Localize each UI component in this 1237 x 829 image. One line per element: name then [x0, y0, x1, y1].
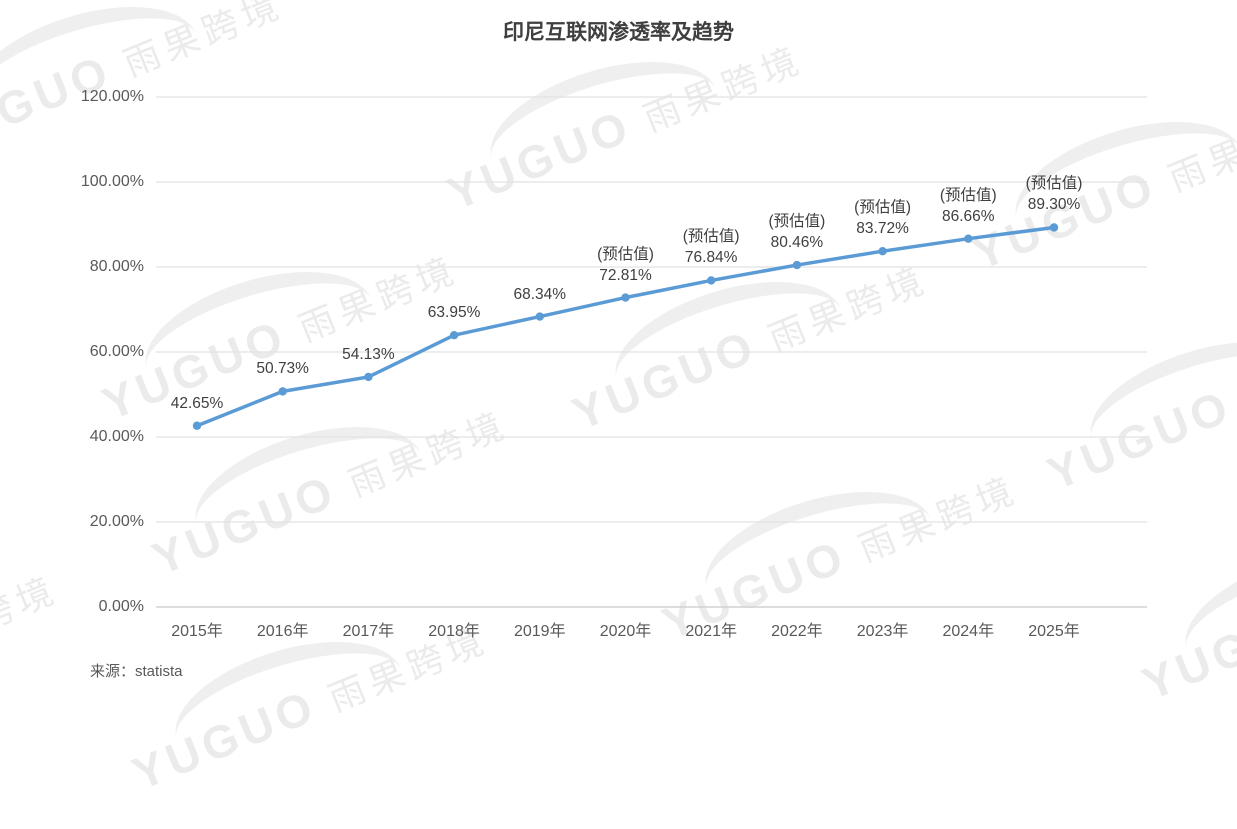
data-point-marker — [535, 312, 544, 321]
data-point-marker — [449, 331, 459, 340]
line-chart-plot — [156, 96, 1147, 608]
data-point-marker — [364, 372, 373, 382]
chart-title: 印尼互联网渗透率及趋势 — [503, 21, 734, 44]
data-point-marker — [621, 293, 630, 302]
chart-page: YUGUO雨果跨境 YUGUO雨果跨境 YUGUO雨果跨境 YUGUO雨果跨境 YUGU… — [0, 0, 1237, 800]
data-point-marker — [792, 260, 802, 270]
data-point-marker — [1049, 223, 1059, 232]
source-note: 来源：statista — [90, 663, 183, 680]
data-point-marker — [278, 387, 287, 396]
series-line — [195, 225, 1056, 428]
data-point-marker — [707, 276, 716, 285]
data-point-marker — [878, 246, 887, 256]
data-point-marker — [192, 421, 202, 430]
data-point-marker — [964, 234, 973, 243]
